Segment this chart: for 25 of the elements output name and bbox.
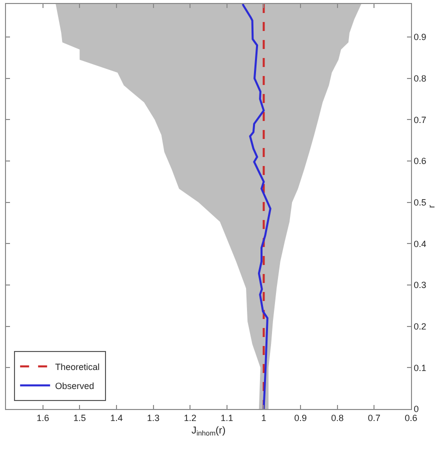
x-tick-label: 1.6 [36,412,50,423]
y-tick-label: 0.9 [414,32,426,42]
y-axis-title: r [426,205,436,208]
x-tick-label: 0.8 [331,412,344,423]
x-tick-label: 0.7 [368,412,380,423]
y-tick-label: 0.3 [414,280,426,290]
x-tick-label: 0.6 [404,412,418,423]
x-tick-label: 0.9 [294,412,307,423]
x-tick-label: 1.3 [147,412,160,423]
y-tick-label: 0.1 [414,362,426,373]
legend-label: Observed [55,380,94,391]
x-tick-label: 1.1 [220,412,234,423]
x-tick-label: 1.4 [110,412,123,423]
x-tick-label: 1.5 [73,412,86,423]
y-tick-label: 0.7 [414,114,426,125]
x-tick-label: 1 [261,412,266,423]
y-tick-label: 0.8 [414,74,426,84]
y-tick-label: 0 [414,404,419,414]
y-tick-label: 0.5 [414,198,426,208]
x-axis-title: J$_{inhom}$(r) [191,425,226,438]
legend-label: Theoretical [55,362,100,372]
y-tick-label: 0.2 [414,322,426,332]
x-tick-label: 1.2 [184,412,196,423]
y-tick-label: 0.6 [414,156,426,166]
y-tick-label: 0.4 [414,238,426,249]
